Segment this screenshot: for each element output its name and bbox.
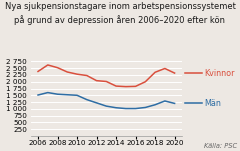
Text: Män: Män bbox=[204, 99, 221, 108]
Text: Källa: PSC: Källa: PSC bbox=[204, 143, 238, 149]
Text: på grund av depression åren 2006–2020 efter kön: på grund av depression åren 2006–2020 ef… bbox=[14, 15, 226, 25]
Text: Kvinnor: Kvinnor bbox=[204, 69, 234, 78]
Text: Nya sjukpensionstagare inom arbetspensionssystemet: Nya sjukpensionstagare inom arbetspensio… bbox=[5, 2, 235, 11]
